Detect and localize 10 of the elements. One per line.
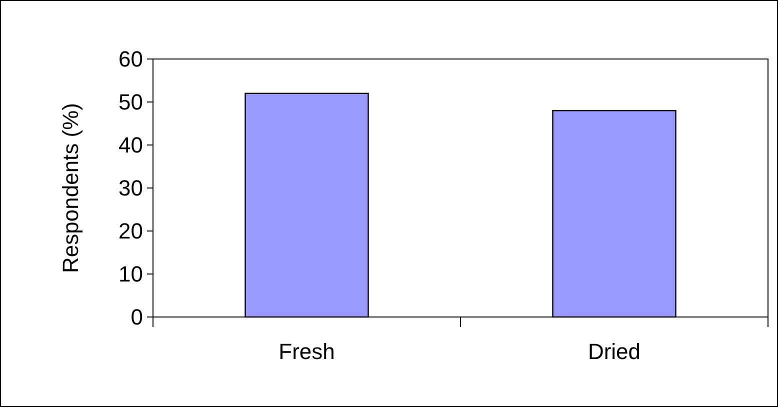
y-tick-label: 20 — [118, 218, 143, 244]
y-tick-label: 0 — [130, 304, 143, 330]
y-tick-label: 60 — [118, 46, 143, 72]
y-tick-label: 40 — [118, 132, 143, 158]
y-axis-title: Respondents (%) — [58, 103, 83, 273]
x-tick-label: Dried — [588, 339, 641, 364]
y-tick-label: 10 — [118, 262, 143, 287]
x-tick-label: Fresh — [278, 339, 335, 364]
y-tick-label: 50 — [118, 90, 143, 115]
y-tick-label: 30 — [118, 176, 143, 201]
